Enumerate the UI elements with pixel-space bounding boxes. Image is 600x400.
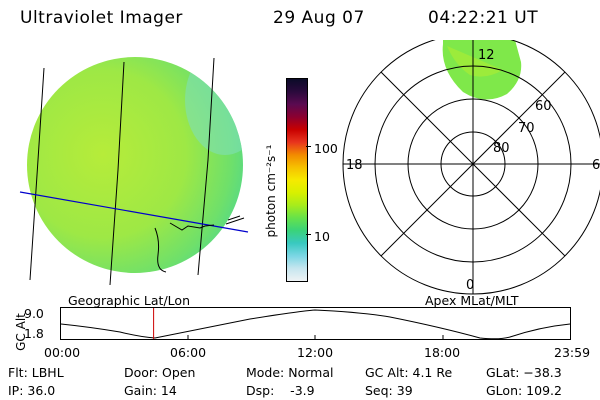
polar-plot: 12 18 6 0 60 70 80 bbox=[342, 40, 600, 295]
colorbar-tick-10: 10 bbox=[314, 229, 330, 244]
time-tick-0600: 06:00 bbox=[170, 345, 207, 360]
colorbar-tick-100: 100 bbox=[314, 141, 338, 156]
meridian-line bbox=[197, 57, 215, 276]
time-label: 04:22:21 UT bbox=[428, 8, 539, 28]
time-tick-0000: 00:00 bbox=[44, 345, 81, 360]
seq-label: Seq: 39 bbox=[365, 383, 413, 398]
altitude-strip bbox=[60, 307, 571, 340]
glon-label: GLon: 109.2 bbox=[486, 383, 562, 398]
globe-title: Geographic Lat/Lon bbox=[68, 293, 190, 308]
mlt-label-6: 6 bbox=[592, 158, 600, 173]
ip-label: IP: 36.0 bbox=[8, 383, 56, 398]
dsp-label: Dsp: -3.9 bbox=[246, 383, 315, 398]
date-label: 29 Aug 07 bbox=[273, 8, 365, 28]
colorbar-unit-label: photon cm⁻²s⁻¹ bbox=[264, 144, 278, 238]
time-tick-1800: 18:00 bbox=[424, 345, 461, 360]
lat-label-80: 80 bbox=[493, 141, 510, 156]
mode-label: Mode: Normal bbox=[246, 365, 334, 380]
altitude-curve bbox=[60, 309, 571, 340]
lat-label-70: 70 bbox=[518, 121, 535, 136]
colorbar-tickmark bbox=[306, 146, 311, 147]
time-tick-2359: 23:59 bbox=[554, 345, 591, 360]
mlt-label-18: 18 bbox=[346, 158, 363, 173]
gc-alt-label: GC Alt: 4.1 Re bbox=[365, 365, 453, 380]
meridian-line bbox=[109, 61, 125, 286]
altitude-tick-1-8: 1.8 bbox=[24, 326, 44, 341]
meridian-line bbox=[29, 67, 45, 281]
mlt-label-0: 0 bbox=[466, 278, 474, 293]
gain-label: Gain: 14 bbox=[124, 383, 177, 398]
filter-label: Flt: LBHL bbox=[8, 365, 64, 380]
coastline bbox=[154, 215, 245, 273]
glat-label: GLat: −38.3 bbox=[486, 365, 562, 380]
polar-title: Apex MLat/MLT bbox=[425, 293, 519, 308]
door-label: Door: Open bbox=[124, 365, 196, 380]
time-tick-1200: 12:00 bbox=[297, 345, 334, 360]
colorbar bbox=[286, 78, 308, 282]
globe-image bbox=[19, 57, 249, 286]
colorbar-tickmark bbox=[306, 234, 311, 235]
altitude-tick-9: 9.0 bbox=[24, 306, 44, 321]
mlt-label-12: 12 bbox=[478, 48, 495, 63]
instrument-title: Ultraviolet Imager bbox=[20, 8, 183, 28]
lat-label-60: 60 bbox=[535, 99, 552, 114]
